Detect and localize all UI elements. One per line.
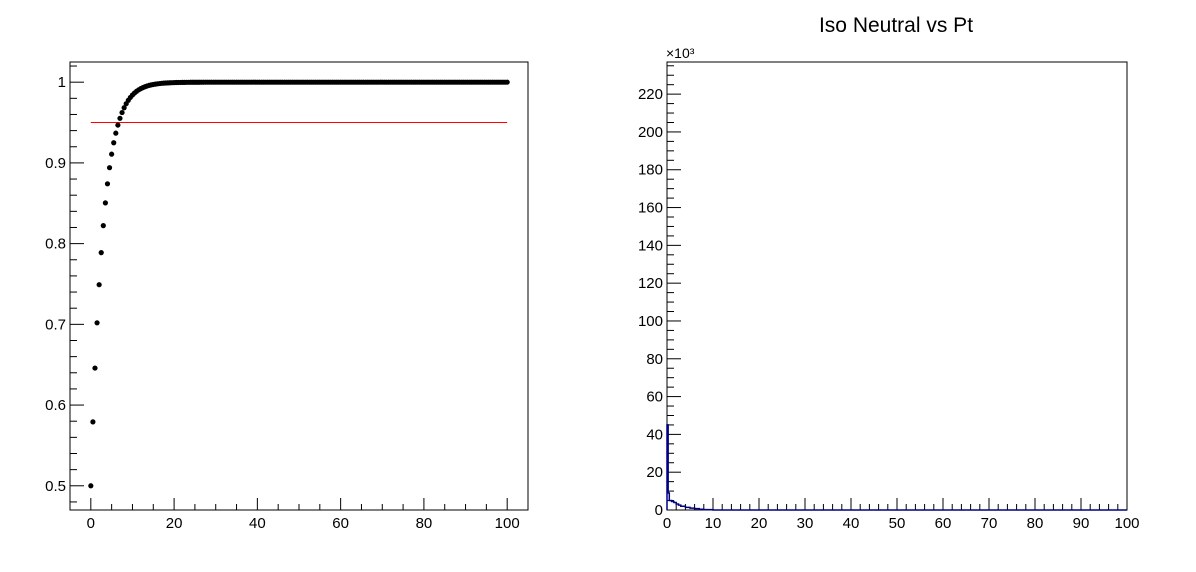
left-data-point <box>102 200 108 206</box>
right-chart-panel: Iso Neutral vs Pt ×10³ 0 10 20 30 40 50 60 70 80… <box>638 14 1140 532</box>
left-x-tick-label: 60 <box>332 515 349 532</box>
left-data-point <box>90 419 96 425</box>
right-y-tick-label: 60 <box>646 389 663 406</box>
left-data-point <box>94 320 100 326</box>
right-y-tick-label: 100 <box>638 313 663 330</box>
right-x-tick-label: 60 <box>935 515 952 532</box>
right-y-tick-label: 0 <box>655 502 663 519</box>
left-data-point <box>117 115 123 121</box>
right-x-tick-label: 30 <box>797 515 814 532</box>
left-data-point <box>113 130 119 136</box>
left-data-point <box>119 109 125 116</box>
left-data-point <box>111 140 117 146</box>
left-data-point <box>88 483 94 489</box>
right-histogram-line <box>666 424 1127 511</box>
right-y-multiplier: ×10³ <box>666 45 695 61</box>
left-data-point <box>121 105 127 111</box>
right-y-tick-label: 40 <box>646 426 663 443</box>
left-plot-frame <box>69 61 529 511</box>
right-y-tick-label: 80 <box>646 351 663 368</box>
right-x-tick-label: 40 <box>843 515 860 532</box>
right-x-tick-label: 80 <box>1027 515 1044 532</box>
right-x-tick-label: 90 <box>1073 515 1090 532</box>
left-data-point <box>92 365 98 371</box>
right-x-tick-label: 50 <box>889 515 906 532</box>
left-data-point <box>504 79 510 85</box>
left-y-tick-label: 0.7 <box>45 316 66 333</box>
left-data-point <box>100 223 106 229</box>
right-x-tick-label: 100 <box>1114 515 1139 532</box>
left-data-points <box>88 79 510 489</box>
left-x-tick-label: 20 <box>166 515 183 532</box>
left-data-point <box>109 151 115 157</box>
left-data-point <box>96 282 102 288</box>
left-axis-ticks: 0 20 40 60 80 100 0.5 0.6 0.7 0.8 0.9 1 <box>45 65 520 532</box>
left-data-point <box>98 250 104 256</box>
right-y-tick-label: 120 <box>638 275 663 292</box>
right-y-tick-label: 180 <box>638 162 663 179</box>
right-x-tick-label: 0 <box>663 515 671 532</box>
right-y-tick-label: 140 <box>638 237 663 254</box>
left-y-tick-label: 0.9 <box>45 155 66 172</box>
left-x-tick-label: 80 <box>416 515 433 532</box>
left-x-tick-label: 40 <box>249 515 266 532</box>
left-x-tick-label: 0 <box>87 515 95 532</box>
left-data-point <box>104 181 111 187</box>
left-x-tick-label: 100 <box>495 515 520 532</box>
right-plot-frame <box>666 61 1128 511</box>
right-x-tick-label: 70 <box>981 515 998 532</box>
left-y-tick-label: 0.8 <box>45 236 66 253</box>
left-data-point <box>106 165 113 171</box>
right-chart-title: Iso Neutral vs Pt <box>819 14 973 37</box>
left-data-point <box>115 122 121 128</box>
right-y-tick-label: 160 <box>638 200 663 217</box>
right-y-tick-label: 220 <box>638 86 663 103</box>
right-axis-ticks: 0 10 20 30 40 50 60 70 80 90 100 0 20 40 60 80 100 120 140… <box>638 65 1140 532</box>
left-chart-panel: 0 20 40 60 80 100 0.5 0.6 0.7 0.8 0.9 1 <box>45 61 529 532</box>
right-y-tick-label: 20 <box>646 464 663 481</box>
left-y-tick-label: 0.6 <box>45 397 66 414</box>
left-y-tick-label: 1 <box>58 74 66 91</box>
left-y-tick-label: 0.5 <box>45 478 66 495</box>
right-x-tick-label: 10 <box>705 515 722 532</box>
right-x-tick-label: 20 <box>751 515 768 532</box>
right-y-tick-label: 200 <box>638 124 663 141</box>
